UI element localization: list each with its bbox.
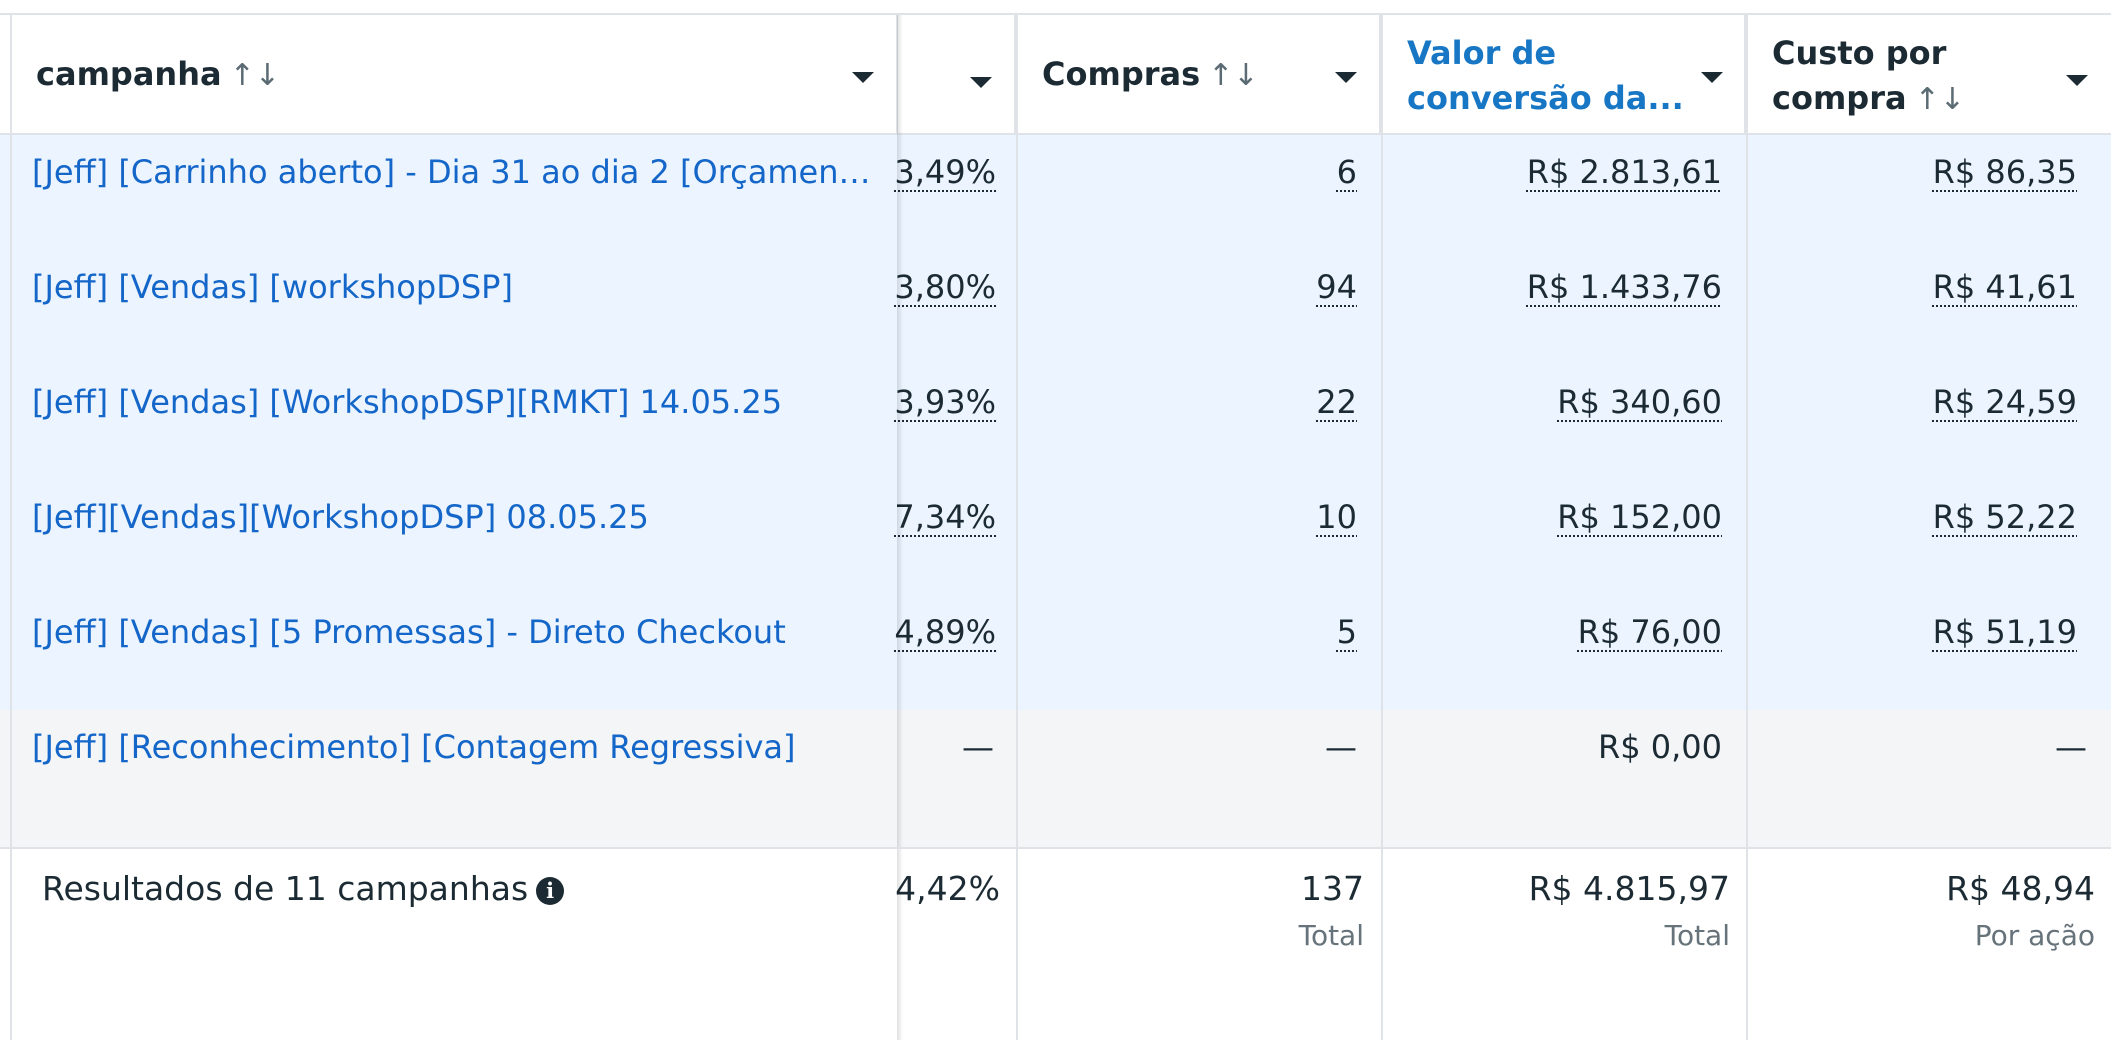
footer-pct: 4,42% bbox=[895, 869, 1000, 908]
chevron-down-icon[interactable] bbox=[970, 77, 992, 88]
table-row[interactable]: [Jeff] [Carrinho aberto] - Dia 31 ao dia… bbox=[0, 135, 2111, 250]
column-divider bbox=[1381, 849, 1383, 1040]
footer-purchases-sub: Total bbox=[1298, 919, 1364, 952]
cost-value[interactable]: R$ 41,61 bbox=[1932, 268, 2077, 306]
conversion-value: R$ 0,00 bbox=[1597, 728, 1722, 766]
footer-cost: R$ 48,94 bbox=[1946, 869, 2095, 908]
header-campaign[interactable]: campanha ↑↓ bbox=[0, 15, 898, 133]
purchases-value: — bbox=[1325, 728, 1357, 766]
footer-results-label: Resultados de 11 campanhas bbox=[42, 869, 529, 908]
sticky-column-shadow bbox=[897, 15, 903, 1040]
info-icon[interactable]: i bbox=[536, 877, 565, 905]
conversion-value[interactable]: R$ 2.813,61 bbox=[1526, 153, 1722, 191]
header-conversion-value-line2: conversão da... bbox=[1407, 79, 1684, 117]
campaign-name-link[interactable]: [Jeff] [Vendas] [WorkshopDSP][RMKT] 14.0… bbox=[32, 383, 783, 421]
header-purchases-label: Compras bbox=[1042, 55, 1201, 93]
column-divider bbox=[1016, 15, 1018, 1040]
purchases-value[interactable]: 10 bbox=[1316, 498, 1357, 536]
pct-value[interactable]: 7,34% bbox=[894, 498, 996, 536]
conversion-value[interactable]: R$ 1.433,76 bbox=[1526, 268, 1722, 306]
pct-value[interactable]: 3,80% bbox=[894, 268, 996, 306]
header-campaign-label: campanha bbox=[36, 55, 222, 93]
header-conversion-value[interactable]: Valor de conversão da... bbox=[1381, 15, 1746, 133]
purchases-value[interactable]: 94 bbox=[1316, 268, 1357, 306]
column-divider bbox=[1016, 849, 1018, 1040]
sort-icon[interactable]: ↑↓ bbox=[1914, 82, 1965, 117]
header-hidden-column[interactable] bbox=[898, 15, 1016, 133]
table-row[interactable]: [Jeff] [Vendas] [WorkshopDSP][RMKT] 14.0… bbox=[0, 365, 2111, 480]
pct-value: — bbox=[962, 728, 994, 766]
campaign-table: campanha ↑↓ Compras ↑↓ Valor de conversão … bbox=[0, 13, 2111, 1040]
header-conversion-value-line1: Valor de bbox=[1407, 34, 1557, 72]
sort-icon[interactable]: ↑↓ bbox=[1208, 58, 1259, 93]
purchases-value[interactable]: 22 bbox=[1316, 383, 1357, 421]
table-row-partial bbox=[0, 825, 2111, 847]
footer-conversion-value-sub: Total bbox=[1664, 919, 1730, 952]
table-header: campanha ↑↓ Compras ↑↓ Valor de conversão … bbox=[0, 15, 2111, 135]
header-cost-line2: compra bbox=[1772, 79, 1907, 117]
cost-value[interactable]: R$ 52,22 bbox=[1932, 498, 2077, 536]
purchases-value[interactable]: 6 bbox=[1336, 153, 1357, 191]
conversion-value[interactable]: R$ 76,00 bbox=[1577, 613, 1722, 651]
chevron-down-icon[interactable] bbox=[1701, 72, 1723, 83]
column-divider bbox=[1746, 849, 1748, 1040]
conversion-value[interactable]: R$ 152,00 bbox=[1557, 498, 1722, 536]
header-cost-per-purchase[interactable]: Custo por compra ↑↓ bbox=[1746, 15, 2111, 133]
footer-cost-sub: Por ação bbox=[1974, 919, 2095, 952]
conversion-value[interactable]: R$ 340,60 bbox=[1557, 383, 1722, 421]
header-purchases[interactable]: Compras ↑↓ bbox=[1016, 15, 1381, 133]
header-cost-line1: Custo por bbox=[1772, 34, 1947, 72]
table-row[interactable]: [Jeff][Vendas][WorkshopDSP] 08.05.25 7,3… bbox=[0, 480, 2111, 595]
chevron-down-icon[interactable] bbox=[852, 72, 874, 83]
footer-purchases: 137 bbox=[1301, 869, 1364, 908]
table-row[interactable]: [Jeff] [Reconhecimento] [Contagem Regres… bbox=[0, 710, 2111, 825]
campaign-name-link[interactable]: [Jeff] [Carrinho aberto] - Dia 31 ao dia… bbox=[32, 153, 872, 191]
sticky-column-shadow bbox=[897, 849, 903, 1040]
campaign-name-link[interactable]: [Jeff][Vendas][WorkshopDSP] 08.05.25 bbox=[32, 498, 649, 536]
pct-value[interactable]: 3,93% bbox=[894, 383, 996, 421]
campaign-name-link[interactable]: [Jeff] [Vendas] [workshopDSP] bbox=[32, 268, 513, 306]
sort-icon[interactable]: ↑↓ bbox=[229, 58, 280, 93]
table-row[interactable]: [Jeff] [Vendas] [5 Promessas] - Direto C… bbox=[0, 595, 2111, 710]
column-divider bbox=[1746, 15, 1748, 1040]
pct-value[interactable]: 4,89% bbox=[894, 613, 996, 651]
table-left-border bbox=[10, 15, 12, 1040]
campaign-name-link[interactable]: [Jeff] [Vendas] [5 Promessas] - Direto C… bbox=[32, 613, 786, 651]
campaign-name-link[interactable]: [Jeff] [Reconhecimento] [Contagem Regres… bbox=[32, 728, 796, 766]
pct-value[interactable]: 3,49% bbox=[894, 153, 996, 191]
purchases-value[interactable]: 5 bbox=[1336, 613, 1357, 651]
chevron-down-icon[interactable] bbox=[1335, 72, 1357, 83]
cost-value: — bbox=[2055, 728, 2087, 766]
table-row[interactable]: [Jeff] [Vendas] [workshopDSP] 3,80% 94 R… bbox=[0, 250, 2111, 365]
chevron-down-icon[interactable] bbox=[2066, 75, 2088, 86]
cost-value[interactable]: R$ 86,35 bbox=[1932, 153, 2077, 191]
table-footer: Resultados de 11 campanhas i 4,42% 137 To… bbox=[0, 847, 2111, 1040]
column-divider bbox=[1381, 15, 1383, 1040]
cost-value[interactable]: R$ 51,19 bbox=[1932, 613, 2077, 651]
footer-conversion-value: R$ 4.815,97 bbox=[1528, 869, 1730, 908]
cost-value[interactable]: R$ 24,59 bbox=[1932, 383, 2077, 421]
